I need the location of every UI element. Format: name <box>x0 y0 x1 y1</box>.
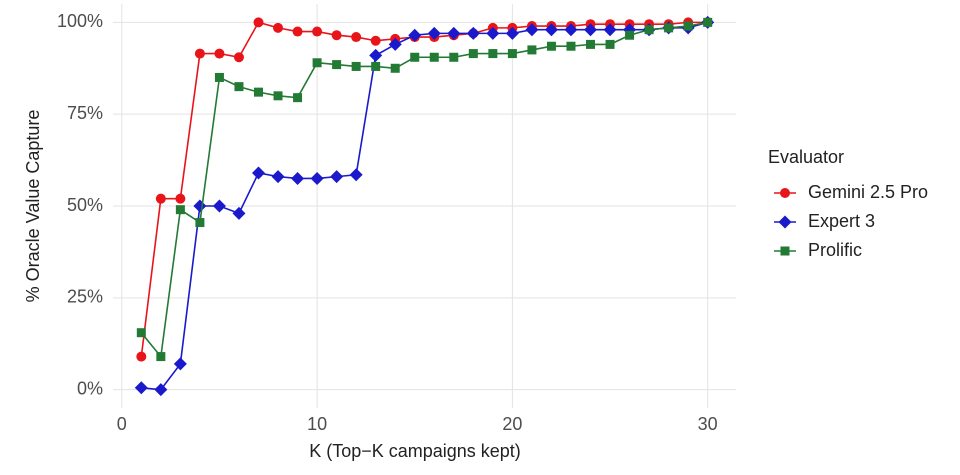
x-axis-title: K (Top−K campaigns kept) <box>309 441 521 461</box>
point <box>683 21 693 31</box>
point <box>273 91 283 101</box>
point <box>214 48 225 59</box>
point <box>134 381 148 395</box>
point <box>234 82 244 92</box>
series-line <box>140 21 708 359</box>
legend-symbol <box>780 246 790 256</box>
point <box>427 26 441 40</box>
point <box>468 49 478 59</box>
point <box>546 41 556 51</box>
point <box>193 199 207 213</box>
point <box>273 22 284 33</box>
point <box>603 23 617 37</box>
point <box>156 352 166 362</box>
point <box>544 23 558 37</box>
point <box>351 32 362 43</box>
legend-label: Expert 3 <box>808 211 875 231</box>
point <box>505 26 519 40</box>
point <box>233 52 244 63</box>
point <box>625 30 635 40</box>
point <box>605 39 615 49</box>
point <box>293 93 303 103</box>
point <box>408 28 422 42</box>
point <box>466 26 480 40</box>
point <box>566 41 576 51</box>
legend-symbol <box>780 188 790 198</box>
point <box>486 26 500 40</box>
y-tick-label: 0% <box>77 378 103 398</box>
point <box>449 52 459 62</box>
point <box>292 26 303 37</box>
point <box>527 45 537 55</box>
point <box>212 199 226 213</box>
point <box>586 39 596 49</box>
y-tick-label: 75% <box>67 103 103 123</box>
point <box>349 168 363 182</box>
point <box>525 23 539 37</box>
point <box>370 35 381 46</box>
point <box>312 26 323 37</box>
point <box>195 218 205 228</box>
legend-symbol <box>778 215 792 229</box>
point <box>488 49 498 59</box>
point <box>388 37 402 51</box>
point <box>703 17 713 27</box>
point <box>330 170 344 184</box>
point <box>253 17 264 28</box>
point <box>136 351 147 362</box>
point <box>291 171 305 185</box>
point <box>369 48 383 62</box>
point <box>332 60 342 70</box>
y-tick-label: 25% <box>67 287 103 307</box>
point <box>136 328 146 338</box>
point <box>173 357 187 371</box>
point <box>410 52 420 62</box>
point <box>232 206 246 220</box>
series-line <box>140 21 708 357</box>
point <box>194 48 205 59</box>
point <box>175 205 185 215</box>
point <box>155 193 166 204</box>
point <box>251 166 265 180</box>
x-tick-label: 0 <box>117 414 127 434</box>
y-tick-label: 50% <box>67 195 103 215</box>
y-tick-label: 100% <box>57 11 103 31</box>
point <box>351 61 361 71</box>
point <box>154 383 168 397</box>
legend-title: Evaluator <box>768 147 844 167</box>
point <box>584 23 598 37</box>
point <box>310 171 324 185</box>
x-tick-label: 30 <box>698 414 718 434</box>
legend-label: Prolific <box>808 240 862 260</box>
point <box>429 52 439 62</box>
point <box>447 26 461 40</box>
legend-label: Gemini 2.5 Pro <box>808 182 928 202</box>
point <box>390 63 400 73</box>
point <box>253 87 263 97</box>
point <box>331 30 342 41</box>
point <box>644 25 654 35</box>
point <box>371 61 381 71</box>
point <box>312 58 322 68</box>
y-axis-title: % Oracle Value Capture <box>23 110 43 303</box>
x-tick-label: 20 <box>502 414 522 434</box>
point <box>175 193 186 204</box>
point <box>214 72 224 82</box>
x-tick-label: 10 <box>307 414 327 434</box>
point <box>664 23 674 33</box>
point <box>564 23 578 37</box>
point <box>271 170 285 184</box>
point <box>507 49 517 59</box>
